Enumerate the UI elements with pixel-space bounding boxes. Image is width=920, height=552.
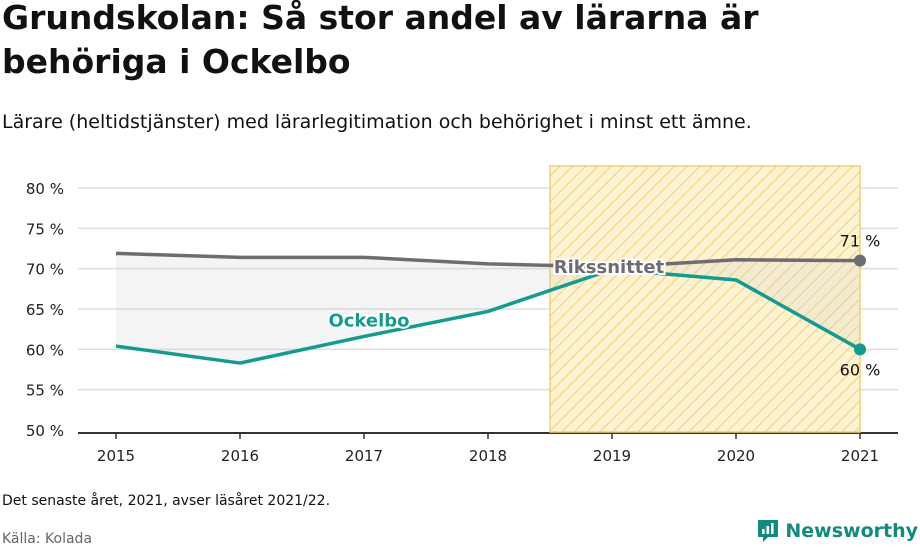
- gap-area: [116, 253, 860, 364]
- x-tick-label: 2019: [593, 447, 631, 465]
- ockelbo-end-value-label: 60 %: [840, 360, 881, 379]
- x-tick-label: 2016: [221, 447, 259, 465]
- ockelbo-series-label: Ockelbo: [328, 310, 409, 331]
- newsworthy-logo-icon: [758, 520, 779, 542]
- y-tick-label: 60 %: [26, 341, 64, 359]
- chart-subtitle: Lärare (heltidstjänster) med lärarlegiti…: [2, 111, 752, 133]
- ockelbo-line: [115, 267, 861, 365]
- chart-title: Grundskolan: Så stor andel av lärarna är…: [2, 0, 759, 81]
- x-tick-label: 2020: [717, 447, 755, 465]
- y-tick-label: 50 %: [26, 422, 64, 440]
- footnote: Det senaste året, 2021, avser läsåret 20…: [2, 493, 331, 509]
- y-tick-label: 65 %: [26, 301, 64, 319]
- x-tick-label: 2015: [97, 447, 135, 465]
- y-tick-label: 80 %: [26, 180, 64, 198]
- riks-end-value-label: 71 %: [840, 232, 881, 251]
- riks-series-label: Rikssnittet: [554, 257, 665, 278]
- y-tick-label: 75 %: [26, 220, 64, 238]
- y-tick-label: 55 %: [26, 382, 64, 400]
- y-tick-label: 70 %: [26, 261, 64, 279]
- source-note: Källa: Kolada: [2, 531, 93, 547]
- line-chart: 50 % 55 % 60 % 65 % 70 % 75 % 80 % 2015 2016 2017…: [26, 165, 898, 465]
- x-tick-label: 2018: [469, 447, 507, 465]
- x-tick-label: 2017: [345, 447, 383, 465]
- ockelbo-end-point: [854, 343, 866, 356]
- highlight-period: [549, 165, 861, 433]
- riks-line: [115, 251, 861, 269]
- x-tick-label: 2021: [841, 447, 879, 465]
- brand-logo: Newsworthy: [756, 518, 918, 544]
- brand-name: Newsworthy: [785, 520, 918, 542]
- riks-end-point: [854, 254, 866, 267]
